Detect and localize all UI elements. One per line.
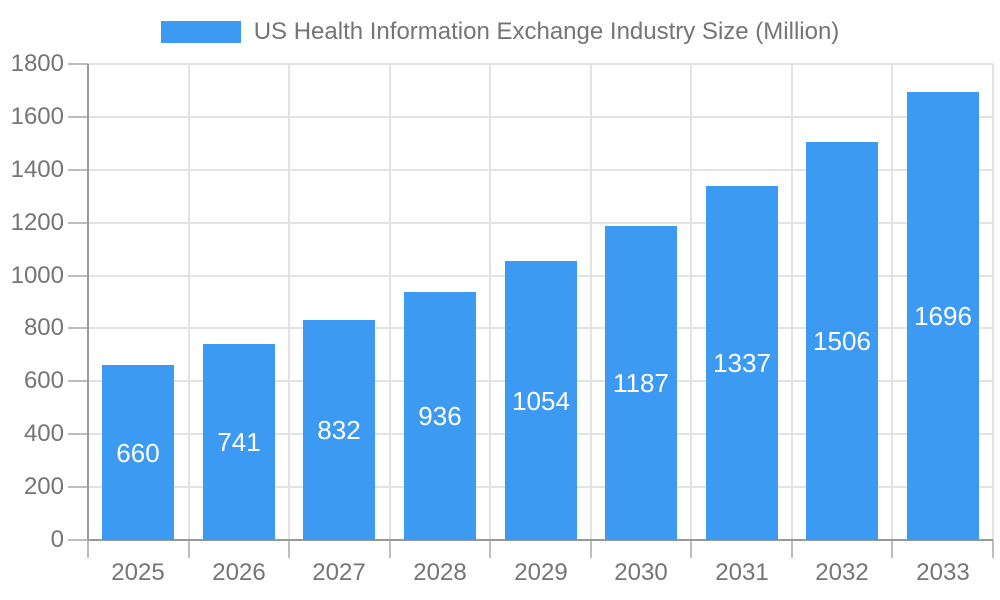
y-axis-label: 1800 [10,50,64,77]
gridline-horizontal [88,222,993,224]
x-axis-label: 2030 [614,559,668,586]
x-axis-tick [891,540,893,558]
y-axis-label: 0 [50,526,64,553]
x-axis-tick [992,540,994,558]
gridline-vertical [389,64,391,540]
x-axis-line [88,539,993,541]
y-axis-tick [68,486,88,488]
gridline-vertical [188,64,190,540]
y-axis-tick [68,433,88,435]
gridline-horizontal [88,169,993,171]
y-axis-label: 1200 [10,209,64,236]
gridline-horizontal [88,63,993,65]
x-axis-label: 2029 [514,559,568,586]
x-axis-tick [690,540,692,558]
x-axis-label: 2033 [916,559,970,586]
y-axis-tick [68,116,88,118]
gridline-vertical [690,64,692,540]
y-axis-label: 600 [23,367,64,394]
bar-2029[interactable] [505,261,577,540]
y-axis-line [87,64,89,540]
gridline-vertical [590,64,592,540]
y-axis-label: 400 [23,420,64,447]
bar-2026[interactable] [203,344,275,540]
y-axis-tick [68,539,88,541]
gridline-vertical [791,64,793,540]
gridline-horizontal [88,116,993,118]
legend-swatch [160,21,241,43]
x-axis-tick [590,540,592,558]
x-axis-tick [389,540,391,558]
x-axis-tick [791,540,793,558]
legend-title: US Health Information Exchange Industry … [253,18,840,45]
x-axis-label: 2032 [815,559,869,586]
gridline-vertical [891,64,893,540]
x-axis-tick [489,540,491,558]
y-axis-label: 200 [23,473,64,500]
x-axis-label: 2026 [212,559,266,586]
chart-legend[interactable]: US Health Information Exchange Industry … [0,17,1000,47]
y-axis-label: 800 [23,314,64,341]
x-axis-tick [87,540,89,558]
y-axis-label: 1600 [10,103,64,130]
gridline-vertical [288,64,290,540]
bar-2033[interactable] [907,92,979,540]
bar-2027[interactable] [303,320,375,540]
bar-2032[interactable] [806,142,878,540]
bar-2025[interactable] [102,365,174,540]
x-axis-tick [188,540,190,558]
y-axis-tick [68,327,88,329]
x-axis-label: 2027 [312,559,366,586]
gridline-vertical [992,64,994,540]
y-axis-tick [68,63,88,65]
gridline-vertical [489,64,491,540]
bar-2028[interactable] [404,292,476,540]
x-axis-tick [288,540,290,558]
y-axis-tick [68,380,88,382]
y-axis-tick [68,275,88,277]
y-axis-label: 1400 [10,156,64,183]
x-axis-label: 2031 [715,559,769,586]
bar-2031[interactable] [706,186,778,540]
x-axis-label: 2025 [111,559,165,586]
y-axis-label: 1000 [10,262,64,289]
x-axis-label: 2028 [413,559,467,586]
y-axis-tick [68,169,88,171]
y-axis-tick [68,222,88,224]
bar-2030[interactable] [605,226,677,540]
